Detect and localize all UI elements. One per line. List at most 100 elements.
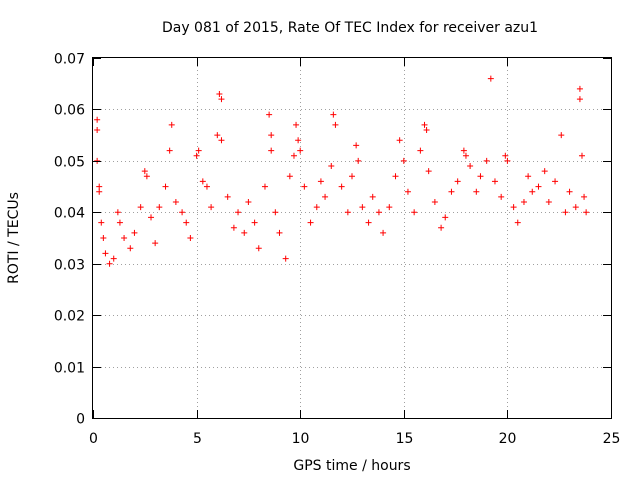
data-point	[94, 157, 101, 164]
y-tick-label: 0.07	[54, 52, 85, 68]
y-tick-label: 0.01	[54, 361, 85, 377]
data-point	[286, 173, 293, 180]
data-point	[460, 147, 467, 154]
data-point	[295, 137, 302, 144]
y-tick-label: 0.03	[54, 258, 85, 274]
data-point	[535, 183, 542, 190]
data-point	[462, 152, 469, 159]
y-axis-label: ROTI / TECUs	[6, 192, 22, 284]
data-point	[193, 152, 200, 159]
data-point	[491, 178, 498, 185]
data-point	[114, 209, 121, 216]
data-point	[255, 245, 262, 252]
data-point	[96, 183, 103, 190]
data-point	[276, 229, 283, 236]
data-point	[131, 229, 138, 236]
y-tick-label: 0.06	[54, 103, 85, 119]
data-point	[245, 199, 252, 205]
data-point	[199, 178, 206, 185]
data-point	[404, 188, 411, 195]
data-point	[328, 163, 335, 169]
data-point	[353, 142, 360, 149]
data-point	[307, 219, 314, 226]
data-point	[261, 183, 268, 190]
data-point	[448, 188, 455, 195]
data-point	[431, 199, 438, 205]
data-point	[313, 204, 320, 211]
data-point	[425, 168, 432, 175]
chart-title: Day 081 of 2015, Rate Of TEC Index for r…	[162, 20, 538, 36]
x-tick-label: 25	[603, 431, 621, 447]
data-point	[143, 173, 150, 180]
data-point	[332, 121, 339, 128]
data-point	[349, 173, 355, 180]
data-point	[576, 85, 583, 92]
data-point	[375, 209, 382, 216]
data-point	[218, 137, 225, 144]
grid-lines	[93, 58, 611, 418]
data-point	[454, 178, 461, 185]
data-point	[473, 188, 480, 195]
data-point	[166, 147, 173, 154]
data-point	[386, 204, 393, 211]
data-point	[100, 235, 107, 241]
data-point	[152, 240, 159, 247]
data-point	[168, 121, 175, 128]
data-point	[218, 96, 225, 103]
x-tick-label: 5	[193, 431, 202, 447]
data-point	[396, 137, 403, 144]
data-point	[566, 188, 573, 195]
data-point	[203, 183, 210, 190]
data-point	[116, 219, 123, 226]
data-point	[98, 219, 105, 226]
data-point	[162, 183, 169, 190]
data-point	[442, 214, 449, 221]
data-point	[179, 209, 186, 216]
data-point	[578, 152, 585, 159]
data-point	[359, 204, 366, 211]
data-point	[187, 235, 194, 241]
data-point	[317, 178, 324, 185]
data-point	[96, 188, 103, 195]
data-point	[581, 193, 588, 200]
data-point	[224, 193, 231, 200]
data-point	[572, 204, 579, 211]
data-point	[338, 183, 345, 190]
data-point	[282, 255, 289, 262]
data-point	[137, 204, 144, 211]
data-point	[102, 250, 109, 257]
data-point	[251, 219, 258, 226]
data-point	[94, 116, 101, 123]
data-point	[552, 178, 559, 185]
data-point	[502, 152, 509, 159]
data-point	[583, 209, 590, 216]
plot-frame	[92, 57, 612, 419]
data-point	[230, 224, 237, 231]
data-point	[172, 199, 179, 205]
data-point	[330, 111, 337, 118]
data-point	[498, 193, 505, 200]
data-point	[525, 173, 532, 180]
data-point	[417, 147, 424, 154]
data-point	[301, 183, 308, 190]
data-point	[541, 168, 548, 175]
data-point	[483, 157, 490, 164]
data-point	[127, 245, 134, 252]
data-point	[183, 219, 190, 226]
data-point	[576, 96, 583, 103]
x-tick-label: 15	[396, 431, 414, 447]
data-point	[266, 111, 273, 118]
data-point	[369, 193, 376, 200]
data-point	[208, 204, 215, 211]
data-point	[297, 147, 304, 154]
data-point	[423, 127, 430, 133]
data-point	[141, 168, 148, 175]
data-point	[110, 255, 117, 262]
data-point	[272, 209, 279, 216]
data-point	[487, 75, 494, 82]
data-point	[106, 260, 113, 267]
data-point	[365, 219, 372, 226]
data-point	[121, 235, 128, 241]
y-tick-label: 0	[76, 412, 85, 428]
data-point	[400, 157, 407, 164]
